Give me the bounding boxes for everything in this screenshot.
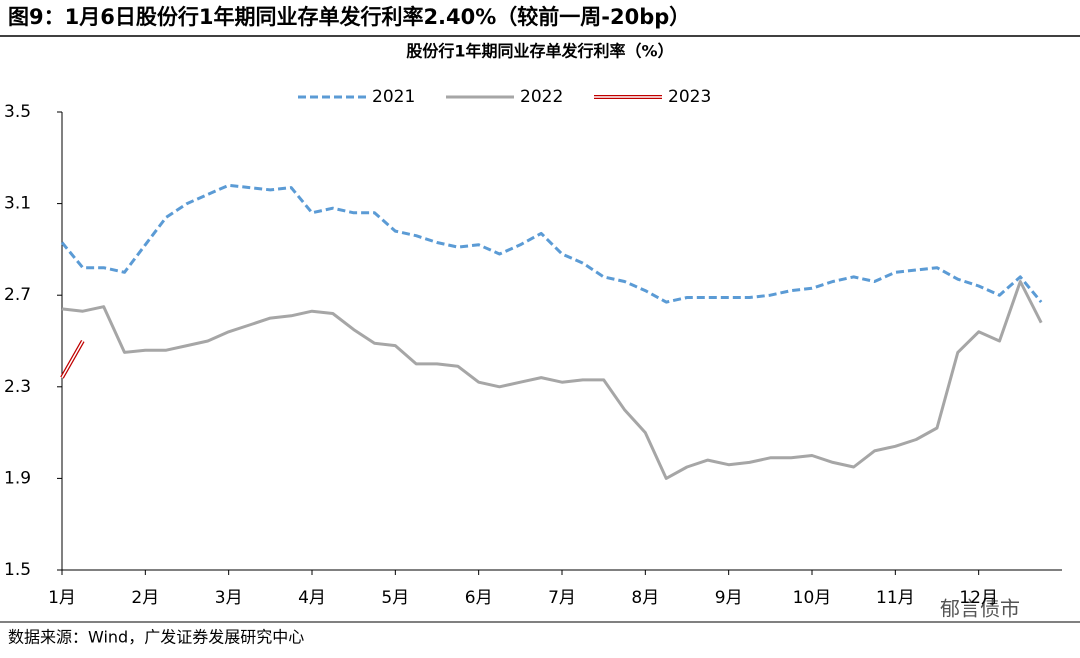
x-tick-label: 12月 (959, 588, 998, 608)
x-tick-label: 11月 (876, 588, 915, 608)
x-tick-label: 5月 (381, 588, 409, 608)
y-tick-label: 3.5 (4, 102, 31, 122)
x-tick-label: 4月 (298, 588, 326, 608)
x-tick-label: 3月 (215, 588, 243, 608)
x-tick-label: 2月 (131, 588, 159, 608)
x-tick-label: 10月 (793, 588, 832, 608)
source: 数据来源：Wind，广发证券发展研究中心 (8, 628, 304, 647)
legend-label: 2023 (668, 87, 711, 107)
line-2022 (61, 280, 1043, 480)
y-tick-label: 3.1 (4, 194, 31, 214)
x-tick-label: 6月 (465, 588, 493, 608)
y-tick-label: 1.5 (4, 560, 31, 580)
x-tick-label: 7月 (548, 588, 576, 608)
page-title: 图9：1月6日股份行1年期同业存单发行利率2.40%（较前一周-20bp） (8, 5, 690, 29)
y-tick-label: 1.9 (4, 468, 31, 488)
y-tick-label: 2.7 (4, 285, 31, 305)
y-tick-label: 2.3 (4, 377, 31, 397)
x-tick-label: 8月 (631, 588, 659, 608)
legend-label: 2022 (520, 87, 563, 107)
line-2021 (60, 183, 1043, 304)
line-inner (61, 340, 84, 378)
x-tick-label: 1月 (48, 588, 76, 608)
chart-title: 股份行1年期同业存单发行利率（%） (406, 42, 673, 61)
watermark: 郁言债市 (940, 597, 1020, 621)
x-tick-label: 9月 (715, 588, 743, 608)
legend-label: 2021 (372, 87, 415, 107)
